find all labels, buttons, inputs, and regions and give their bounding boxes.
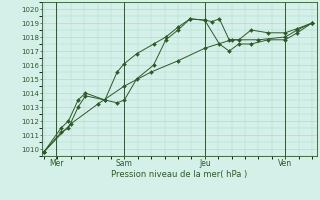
X-axis label: Pression niveau de la mer( hPa ): Pression niveau de la mer( hPa ) bbox=[111, 170, 247, 179]
